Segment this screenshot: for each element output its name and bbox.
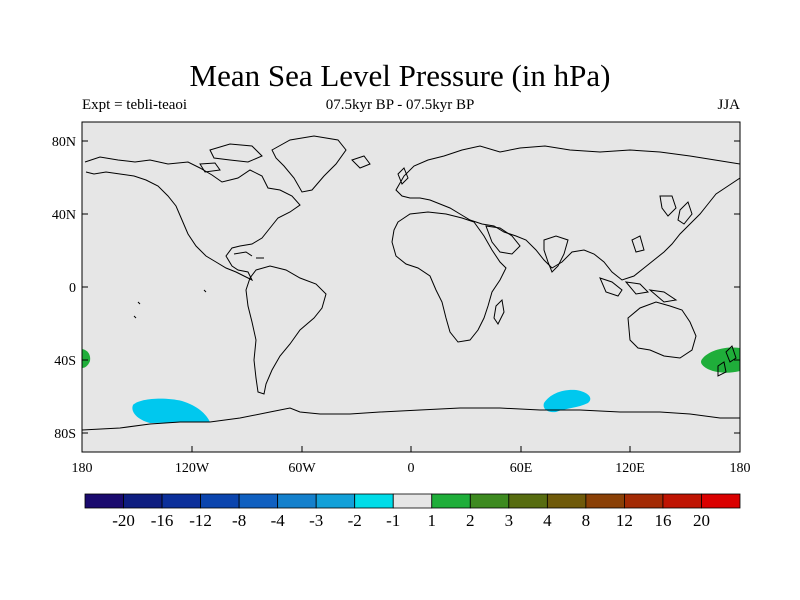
- lon-label-120w: 120W: [175, 461, 210, 476]
- coast-madagascar: [493, 298, 505, 325]
- colorbar-label: 20: [693, 511, 710, 530]
- lat-label-40s: 40S: [54, 354, 76, 369]
- colorbar-swatch: [508, 493, 548, 509]
- lon-label-60e: 60E: [510, 461, 533, 476]
- colorbar-swatch: [238, 493, 279, 509]
- colorbar-label: 3: [505, 511, 514, 530]
- colorbar-label: 1: [428, 511, 437, 530]
- colorbar-swatch: [123, 493, 163, 509]
- colorbar-swatch: [200, 493, 240, 509]
- colorbar-label: 16: [654, 511, 671, 530]
- colorbar: -20 -16 -12 -8 -4 -3 -2 -1 1 2 3 4 8 12 16 20: [84, 493, 741, 530]
- lon-label-180e: 180: [730, 461, 751, 476]
- colorbar-swatch: [431, 493, 471, 509]
- colorbar-swatch: [624, 493, 664, 509]
- latitude-axis: [82, 140, 740, 434]
- anomaly-patch-edge-west: [82, 349, 91, 368]
- lon-label-0: 0: [408, 461, 415, 476]
- lon-label-120e: 120E: [615, 461, 645, 476]
- coast-arctic-islands: [199, 143, 263, 173]
- lat-label-40n: 40N: [52, 208, 76, 223]
- colorbar-swatch: [546, 493, 587, 509]
- colorbar-label: -3: [309, 511, 323, 530]
- colorbar-swatch: [277, 493, 317, 509]
- season-label: JJA: [717, 97, 740, 113]
- colorbar-label: -16: [151, 511, 174, 530]
- colorbar-swatch: [469, 493, 510, 509]
- colorbar-swatch: [392, 493, 433, 509]
- colorbar-swatch: [315, 493, 356, 509]
- coast-india: [543, 235, 569, 273]
- colorbar-swatch: [161, 493, 201, 509]
- coast-eurasia: [395, 145, 740, 281]
- colorbar-label: 4: [543, 511, 552, 530]
- coast-south-america: [245, 265, 327, 395]
- coast-new-zealand: [717, 345, 737, 377]
- map-title: Mean Sea Level Pressure (in hPa): [189, 58, 611, 93]
- colorbar-label: -1: [386, 511, 400, 530]
- colorbar-label: -20: [112, 511, 135, 530]
- colorbar-label: 2: [466, 511, 475, 530]
- longitude-axis: [81, 446, 741, 452]
- colorbar-label: -12: [189, 511, 212, 530]
- coast-antarctica: [82, 407, 740, 431]
- colorbar-swatch: [585, 493, 625, 509]
- colorbar-swatch: [662, 493, 702, 509]
- colorbar-swatch: [84, 493, 124, 509]
- coast-caribbean: [133, 251, 264, 319]
- latitude-labels: 80N 40N 0 40S 80S: [52, 135, 76, 442]
- lat-label-80n: 80N: [52, 135, 76, 150]
- colorbar-label: -2: [348, 511, 362, 530]
- colorbar-label: 8: [582, 511, 591, 530]
- anomaly-patch-south-pacific: [132, 398, 210, 423]
- lon-label-60w: 60W: [288, 461, 316, 476]
- lat-label-0: 0: [69, 281, 76, 296]
- coastlines: [82, 135, 740, 431]
- coast-british-isles: [351, 155, 409, 185]
- colorbar-swatch: [354, 493, 394, 509]
- colorbar-label: -8: [232, 511, 246, 530]
- coast-japan: [677, 201, 693, 225]
- coast-australia: [627, 301, 697, 359]
- colorbar-swatch: [701, 493, 741, 509]
- coast-greenland: [271, 135, 347, 193]
- anomaly-patch-tasman-sea: [701, 347, 740, 373]
- anomaly-patch-indian-ocean: [543, 389, 591, 413]
- coast-maritime-asia: [599, 195, 678, 303]
- coast-arabia: [485, 225, 521, 255]
- longitude-labels: 180 120W 60W 0 60E 120E 180: [72, 461, 751, 476]
- coast-africa: [391, 211, 507, 343]
- period-label: 07.5kyr BP - 07.5kyr BP: [325, 97, 475, 113]
- lat-label-80s: 80S: [54, 427, 76, 442]
- experiment-label: Expt = tebli-teaoi: [82, 97, 188, 113]
- lon-label-180w: 180: [72, 461, 93, 476]
- colorbar-label: 12: [616, 511, 633, 530]
- colorbar-label: -4: [271, 511, 286, 530]
